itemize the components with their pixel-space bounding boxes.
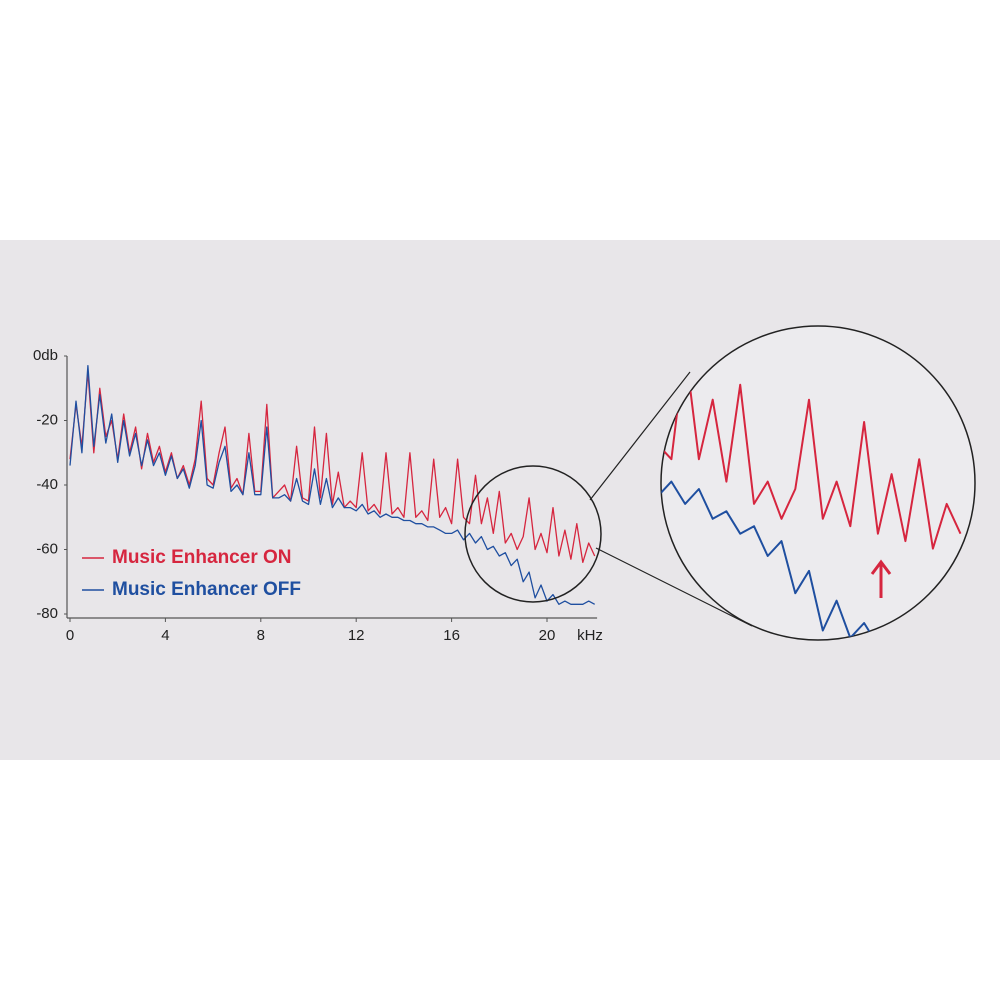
x-tick-label: 8 — [257, 627, 265, 644]
y-tick-label: -80 — [36, 605, 58, 622]
zoom-source-circle — [464, 465, 602, 603]
x-tick-label: 4 — [161, 627, 169, 644]
arrow — [870, 559, 892, 598]
legend-label: Music Enhancer OFF — [112, 579, 301, 600]
y-tick-label: -20 — [36, 411, 58, 428]
y-tick-label: 0db — [33, 347, 58, 364]
zoom — [589, 325, 976, 641]
plot: 0db -20 -40 -60 -80 0 4 8 12 16 20 kHz Music Enhance… — [33, 347, 603, 644]
legend-label: Music Enhancer ON — [112, 547, 292, 568]
y-tick-label: -60 — [36, 540, 58, 557]
zoom-series-line — [661, 326, 962, 550]
zoom-lines — [661, 326, 962, 640]
x-tick-label: 16 — [443, 627, 460, 644]
x-axis-label: kHz — [577, 627, 603, 644]
series-line — [69, 365, 596, 605]
zoom-connector — [589, 371, 691, 501]
y-tick-label: -40 — [36, 476, 58, 493]
x-tick-label: 12 — [348, 627, 365, 644]
zoom-series-line — [661, 326, 961, 640]
x-tick-label: 20 — [539, 627, 556, 644]
x-tick-label: 0 — [66, 627, 74, 644]
zoom-connector — [595, 547, 753, 627]
